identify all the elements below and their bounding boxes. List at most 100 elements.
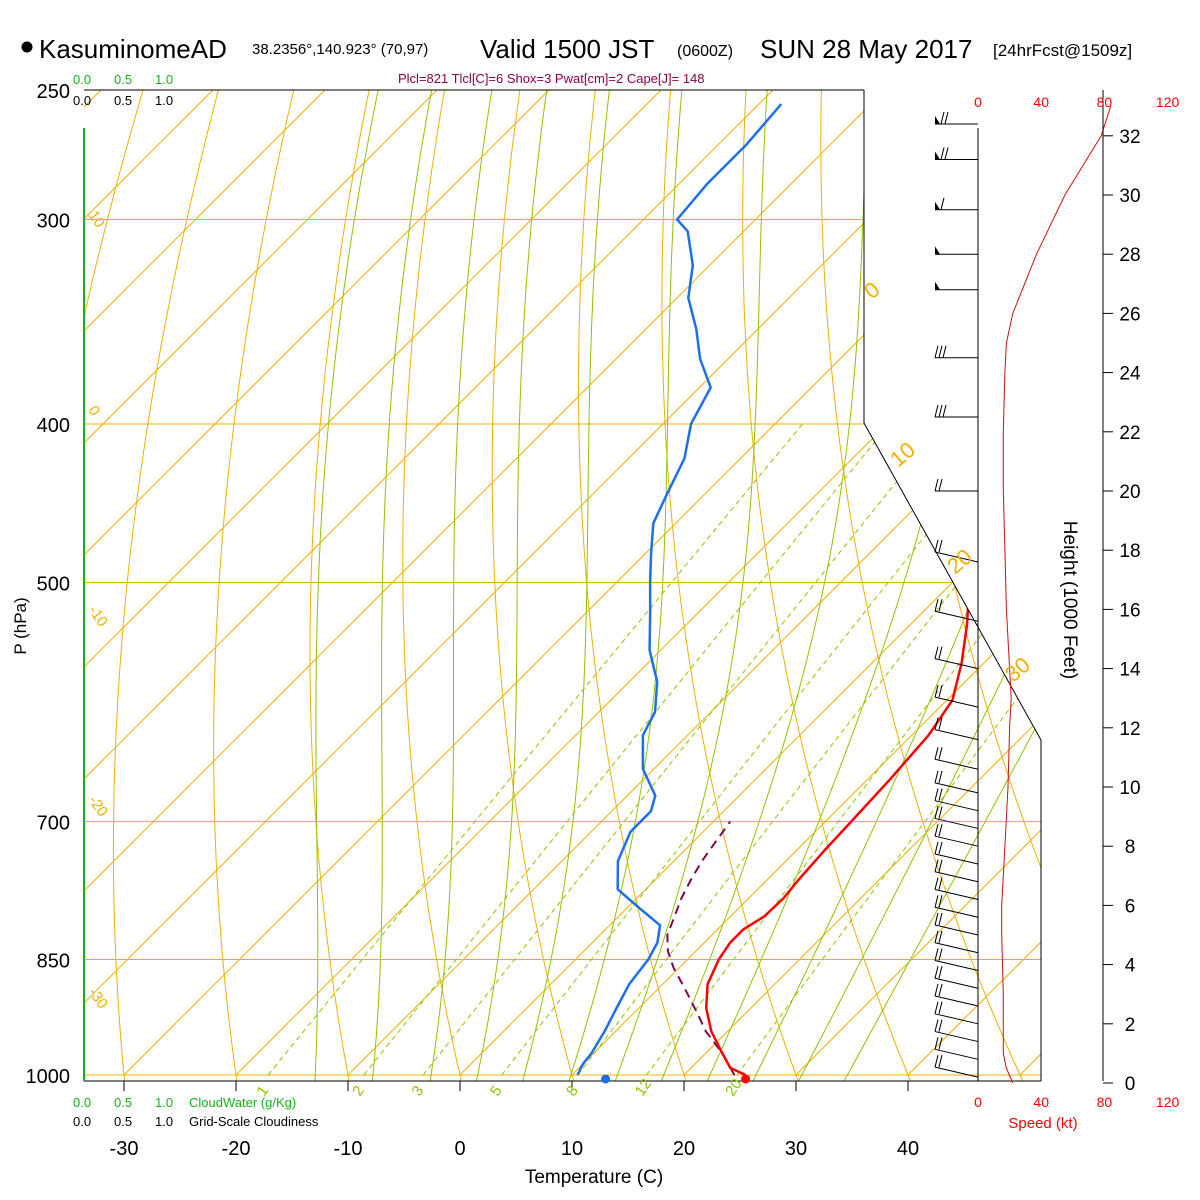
x-axis-title: Temperature (C) [525, 1167, 663, 1188]
barb-flag [934, 1019, 939, 1032]
forecast-info: [24hrFcst@1509z] [993, 41, 1132, 60]
barb-flag [934, 646, 939, 659]
adiabat-label-left: 10 [85, 208, 108, 231]
barb-flag [938, 806, 943, 819]
isotherm [459, 90, 1041, 1076]
wind-barb [934, 895, 979, 918]
barb-flag [934, 824, 939, 837]
barb-shaft [934, 800, 979, 812]
height-axis-title: Height (1000 Feet) [1059, 521, 1080, 679]
height-label: 12 [1119, 719, 1140, 740]
barb-flag [934, 948, 939, 961]
wind-speed-panel [1001, 106, 1112, 1084]
barb-shaft [934, 871, 979, 883]
temperature-label: -30 [110, 1138, 139, 1160]
dry-adiabat [0, 0, 52, 1110]
barb-flag [934, 599, 939, 612]
barb-flag [934, 1054, 939, 1068]
barb-flag [934, 788, 939, 801]
barb-shaft [934, 782, 979, 794]
dry-adiabat [112, 90, 265, 1081]
mixing-ratio-label: 20 [722, 1076, 745, 1099]
pressure-tick-labels: 250 300 400 500 700 850 1000 [26, 81, 71, 1088]
mixing-ratio-line [646, 423, 1041, 1076]
barb-shaft [934, 995, 979, 1007]
pressure-label: 250 [37, 81, 70, 103]
isotherm [683, 90, 1041, 1076]
barb-flag [934, 877, 939, 890]
wind-barb [934, 770, 979, 794]
barb-shaft [934, 1031, 979, 1043]
valid-zulu: (0600Z) [677, 43, 733, 60]
barb-shaft [934, 551, 979, 563]
height-label: 8 [1125, 837, 1136, 858]
barb-flag [934, 1037, 939, 1050]
moist-adiabat [312, 90, 379, 1081]
barb-shaft [934, 610, 979, 622]
moist-adiabat [783, 90, 1041, 1081]
barb-shaft [934, 758, 979, 770]
cloud-tick-b1: 0.5 [114, 1095, 132, 1110]
barb-flag [934, 1001, 939, 1014]
barb-pennant [935, 115, 940, 124]
mixing-ratio-label: 12 [632, 1076, 655, 1099]
wind-barb [934, 478, 978, 492]
barb-flag [934, 841, 939, 855]
station-coords: 38.2356°,140.923° (70,97) [252, 41, 428, 58]
barb-flag [934, 539, 939, 553]
cloudiness-label: Grid-Scale Cloudiness [189, 1114, 319, 1129]
barb-shaft [934, 696, 979, 708]
isotherm [84, 90, 886, 1076]
barb-flag [938, 877, 943, 890]
wind-barb [934, 824, 979, 847]
barb-flag [938, 841, 943, 855]
dry-adiabat [742, 90, 924, 1081]
isotherm [84, 90, 662, 1076]
dry-adiabat [84, 90, 194, 1081]
moist-adiabat [738, 90, 1041, 1081]
pressure-label: 400 [37, 415, 70, 437]
cloudiness-tick-2: 1.0 [155, 93, 173, 108]
dry-adiabat [402, 90, 477, 1081]
barb-flag [934, 930, 939, 943]
height-label: 14 [1119, 660, 1141, 681]
barb-flag [938, 912, 943, 926]
barb-flag [938, 966, 943, 979]
parcel-line [666, 821, 736, 1076]
cloud-tick-b0: 0.0 [73, 1095, 91, 1110]
dry-adiabat [491, 90, 583, 1081]
barb-flag [938, 1054, 943, 1068]
barb-flag [938, 1037, 943, 1050]
dry-adiabat [84, 90, 123, 1081]
wind-barb [934, 966, 979, 989]
cloud-tick-b2: 1.0 [155, 1095, 173, 1110]
barb-flag [938, 717, 943, 730]
barb-flag [944, 111, 949, 125]
adiabat-label-left: -30 [85, 985, 111, 1013]
barb-flag [938, 345, 943, 358]
barb-flag [934, 345, 939, 358]
barb-flag [934, 966, 939, 979]
station-dot-icon [21, 41, 33, 53]
wind-barb [934, 859, 979, 883]
barb-flag [938, 478, 943, 492]
dry-adiabat [896, 90, 1041, 1081]
wind-barb [934, 404, 978, 418]
barb-pennant [935, 151, 940, 160]
mixing-ratio-line [736, 423, 1041, 1076]
mixing-ratio-line [422, 423, 944, 1076]
wind-barb [934, 539, 979, 563]
surface-temperature-marker [741, 1074, 751, 1084]
isotherm [1132, 90, 1200, 1075]
barb-flag [934, 404, 939, 418]
barb-shaft [934, 1048, 979, 1060]
barb-flag [934, 912, 939, 926]
wind-barb [934, 1037, 979, 1060]
barb-shaft [934, 960, 979, 972]
pressure-label: 850 [37, 951, 70, 973]
barb-pennant [935, 201, 940, 210]
barb-shaft [934, 977, 979, 989]
isotherm [123, 90, 1041, 1076]
sounding-profiles [576, 103, 1041, 1077]
